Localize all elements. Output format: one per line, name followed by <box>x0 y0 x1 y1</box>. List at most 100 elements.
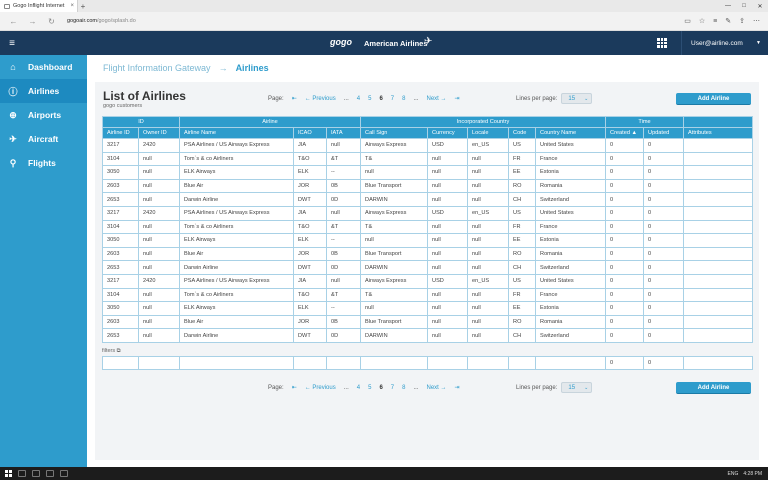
filter-cell[interactable] <box>138 356 180 370</box>
table-cell: Estonia <box>535 233 607 248</box>
page-7-button[interactable]: 7 <box>390 95 395 102</box>
column-header[interactable]: Country Name <box>535 127 607 139</box>
table-row[interactable]: 2603 null Blue Air JOR 0B Blue Transport null n… <box>102 178 754 194</box>
language-indicator[interactable]: ENG <box>727 470 739 477</box>
tab-close-icon[interactable]: × <box>70 3 74 9</box>
taskbar-app-icon[interactable] <box>18 470 26 477</box>
filter-cell[interactable] <box>179 356 294 370</box>
lines-per-page-select[interactable]: 15 ⌄ <box>561 382 593 393</box>
page-6-button[interactable]: 6 <box>379 384 383 391</box>
filter-cell[interactable]: 0 <box>643 356 684 370</box>
taskbar-app-icon[interactable] <box>60 470 68 477</box>
user-menu[interactable]: User@airline.com ▼ <box>681 31 768 55</box>
breadcrumb-parent-link[interactable]: Flight Information Gateway <box>103 63 211 73</box>
page-6-button[interactable]: 6 <box>379 95 383 102</box>
page-4-button[interactable]: 4 <box>356 384 361 391</box>
filter-cell[interactable] <box>535 356 606 370</box>
sidebar-item-aircraft[interactable]: ✈ Aircraft <box>0 127 87 151</box>
column-header[interactable]: Currency <box>427 127 469 139</box>
close-window-button[interactable]: ✕ <box>757 3 763 10</box>
table-row[interactable]: 3104 null Tom`s & co Airliners T&O &T T& null n… <box>102 219 754 235</box>
table-row[interactable]: 3217 2420 PSA Airlines / US Airways Expres… <box>102 205 754 221</box>
page-5-button[interactable]: 5 <box>368 95 372 102</box>
minimize-button[interactable]: — <box>725 3 731 9</box>
taskbar-app-icon[interactable] <box>46 470 54 477</box>
url-field[interactable]: gogoair.com/gogo/splash.do <box>67 18 684 24</box>
refresh-icon[interactable]: ↻ <box>48 16 55 26</box>
filter-cell[interactable] <box>427 356 468 370</box>
next-page-button[interactable]: Next → <box>426 95 447 102</box>
page-8-button[interactable]: 8 <box>402 384 406 391</box>
add-airline-button[interactable]: Add Airline <box>676 382 751 394</box>
back-icon[interactable]: ← <box>9 16 18 26</box>
page-7-button[interactable]: 7 <box>390 384 395 391</box>
filter-cell[interactable] <box>467 356 509 370</box>
previous-page-button[interactable]: ← Previous <box>304 384 336 391</box>
filter-cell[interactable] <box>102 356 139 370</box>
column-header[interactable]: Locale <box>467 127 510 139</box>
table-row[interactable]: 3104 null Tom`s & co Airliners T&O &T T& null n… <box>102 287 754 303</box>
column-header[interactable]: Attributes <box>683 127 754 139</box>
add-airline-button[interactable]: Add Airline <box>676 93 751 105</box>
column-header[interactable]: Airline Name <box>179 127 294 139</box>
table-row[interactable]: 3050 null ELK Airways ELK -- null null null EE Es… <box>102 233 754 248</box>
more-icon[interactable]: ⋯ <box>753 18 760 25</box>
hamburger-menu-icon[interactable]: ≡ <box>9 37 15 49</box>
first-page-button[interactable]: ⇤ <box>291 385 297 391</box>
windows-start-icon[interactable] <box>5 470 12 477</box>
table-row[interactable]: 3050 null ELK Airways ELK -- null null null EE Es… <box>102 301 754 316</box>
apps-grid-icon[interactable] <box>657 38 667 48</box>
filter-cell[interactable] <box>326 356 361 370</box>
last-page-button[interactable]: ⇥ <box>454 96 460 102</box>
lines-per-page-select[interactable]: 15 ⌄ <box>561 93 593 104</box>
page-8-button[interactable]: 8 <box>402 95 406 102</box>
table-row[interactable]: 2653 null Darwin Airline DWT 0D DARWIN null nul… <box>102 260 754 275</box>
last-page-button[interactable]: ⇥ <box>454 385 460 391</box>
table-row[interactable]: 2653 null Darwin Airline DWT 0D DARWIN null nul… <box>102 328 754 343</box>
previous-page-button[interactable]: ← Previous <box>304 95 336 102</box>
taskbar-app-icon[interactable] <box>32 470 40 477</box>
column-header[interactable]: Code <box>508 127 537 139</box>
maximize-button[interactable]: □ <box>742 3 746 9</box>
sidebar-item-flights[interactable]: ⚲ Flights <box>0 151 87 175</box>
sidebar-item-airlines[interactable]: ⓘ Airlines <box>0 79 87 103</box>
column-header[interactable]: Call Sign <box>360 127 429 139</box>
filter-cell[interactable] <box>508 356 536 370</box>
column-header[interactable]: Created ▲ <box>605 127 645 139</box>
filter-cell[interactable] <box>683 356 753 370</box>
web-note-icon[interactable]: ✎ <box>725 18 732 25</box>
share-icon[interactable]: ⇪ <box>739 18 745 25</box>
table-row[interactable]: 2603 null Blue Air JOR 0B Blue Transport null n… <box>102 246 754 262</box>
column-header[interactable]: Owner ID <box>138 127 180 139</box>
page-5-button[interactable]: 5 <box>368 384 372 391</box>
column-header[interactable]: Airline ID <box>102 127 139 139</box>
filter-cell[interactable] <box>360 356 428 370</box>
clock[interactable]: 4:28 PM <box>743 470 762 477</box>
first-page-button[interactable]: ⇤ <box>291 96 297 102</box>
filter-cell[interactable]: 0 <box>605 356 644 370</box>
filters-label[interactable]: filters ⧉ <box>102 348 121 355</box>
new-tab-button[interactable]: + <box>80 1 86 11</box>
sidebar-item-dashboard[interactable]: ⌂ Dashboard <box>0 55 87 79</box>
table-row[interactable]: 3217 2420 PSA Airlines / US Airways Expres… <box>102 273 754 289</box>
sidebar-item-airports[interactable]: ⊕ Airports <box>0 103 87 127</box>
column-header[interactable]: Updated <box>643 127 685 139</box>
filter-cell[interactable] <box>293 356 327 370</box>
reading-view-icon[interactable]: ▭ <box>684 18 691 25</box>
hub-icon[interactable]: ≡ <box>713 17 718 25</box>
table-cell: Blue Transport <box>360 246 429 262</box>
browser-tab[interactable]: Gogo Inflight Internet × <box>0 0 78 12</box>
favorite-star-icon[interactable]: ☆ <box>698 18 706 25</box>
table-cell <box>683 192 754 207</box>
table-row[interactable]: 2653 null Darwin Airline DWT 0D DARWIN null nul… <box>102 192 754 207</box>
table-row[interactable]: 3050 null ELK Airways ELK -- null null null EE Es… <box>102 165 754 180</box>
table-row[interactable]: 3217 2420 PSA Airlines / US Airways Expres… <box>102 138 754 153</box>
column-header[interactable]: ICAO <box>293 127 327 139</box>
page-4-button[interactable]: 4 <box>356 95 361 102</box>
table-row[interactable]: 2603 null Blue Air JOR 0B Blue Transport null n… <box>102 314 754 330</box>
table-row[interactable]: 3104 null Tom`s & co Airliners T&O &T T& null n… <box>102 151 754 167</box>
next-page-button[interactable]: Next → <box>426 384 447 391</box>
forward-icon[interactable]: → <box>28 16 37 26</box>
table-cell: Blue Transport <box>360 178 429 194</box>
column-header[interactable]: IATA <box>325 127 362 139</box>
